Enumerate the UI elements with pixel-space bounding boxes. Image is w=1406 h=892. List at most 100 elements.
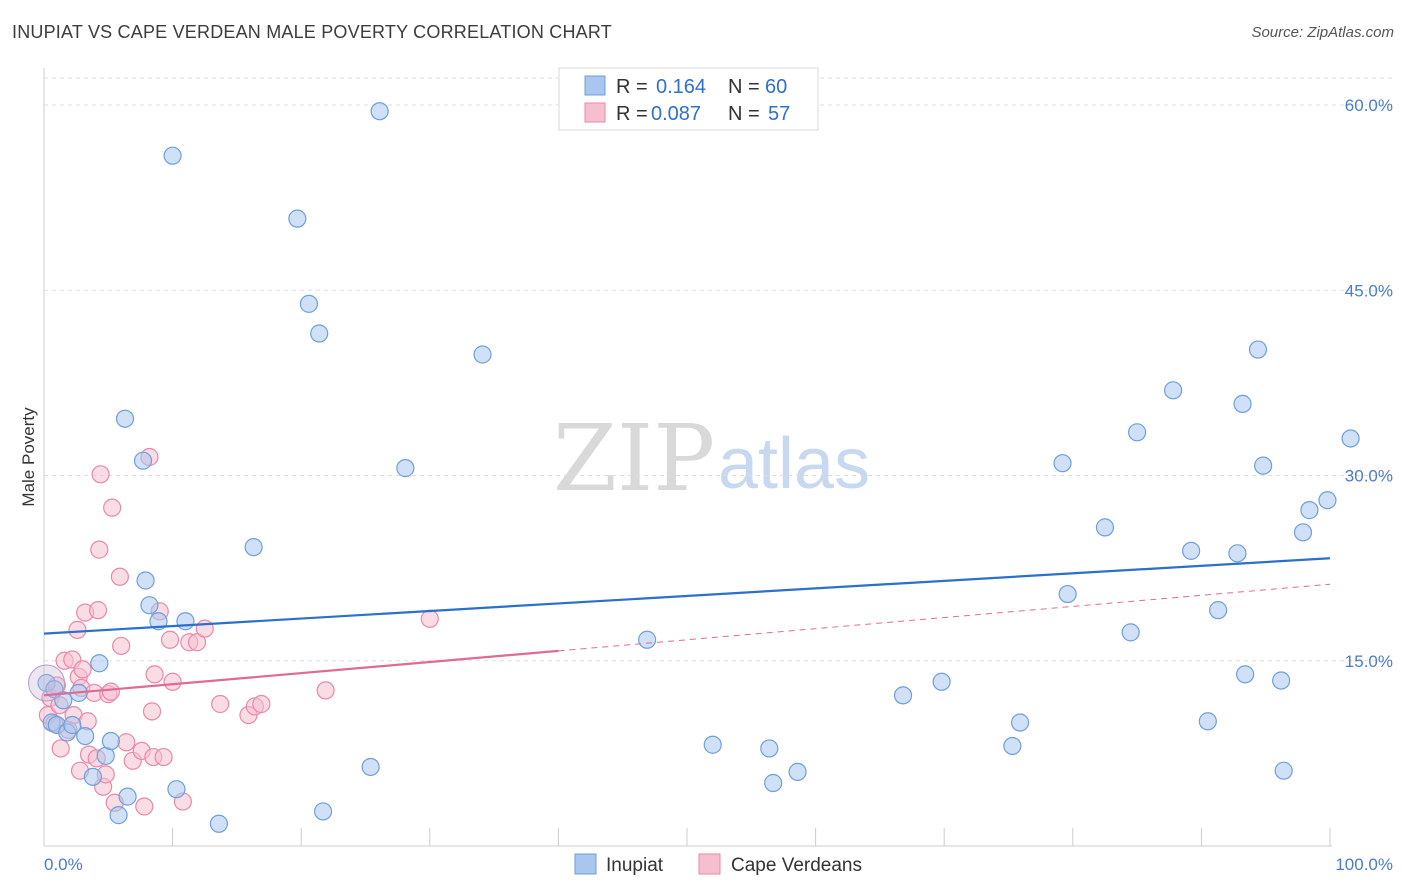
- cape-verdeans-point: [154, 747, 173, 767]
- inupiat-point: [83, 767, 102, 786]
- inupiat-point: [313, 802, 333, 821]
- cape-verdeans-point: [252, 694, 271, 714]
- legend-swatch-inupiat: [584, 75, 606, 96]
- cape-verdeans-point: [51, 739, 70, 758]
- bottom-legend-swatch-cape: [698, 853, 721, 875]
- cape-verdeans-point: [420, 609, 439, 628]
- legend-swatch-cape: [584, 102, 606, 123]
- inupiat-point: [473, 345, 492, 364]
- inupiat-point: [703, 735, 722, 754]
- legend-r-label-cape: R =: [616, 103, 648, 125]
- inupiat-point: [1274, 761, 1293, 780]
- cape-verdeans-point: [101, 682, 120, 701]
- inupiat-point: [1341, 429, 1360, 448]
- bottom-legend-swatch-inupiat: [574, 853, 597, 875]
- inupiat-point: [1272, 671, 1291, 690]
- inupiat-point: [101, 731, 120, 751]
- cape-verdeans-point: [316, 681, 335, 700]
- inupiat-point: [63, 715, 82, 735]
- legend-r-value-inupiat: 0.164: [656, 76, 706, 98]
- watermark-zip: ZIP: [553, 405, 715, 512]
- inupiat-trend-line: [43, 557, 1331, 635]
- inupiat-point: [1127, 423, 1147, 442]
- inupiat-point: [638, 630, 657, 649]
- inupiat-point: [1254, 456, 1273, 475]
- cape-verdeans-point: [91, 465, 110, 484]
- inupiat-point: [764, 773, 783, 793]
- inupiat-point: [1236, 665, 1255, 684]
- inupiat-point: [1300, 501, 1319, 520]
- inupiat-point: [788, 762, 807, 782]
- y-tick-label: 15.0%: [1345, 652, 1393, 671]
- inupiat-point: [1233, 394, 1252, 413]
- inupiat-point: [760, 739, 779, 758]
- inupiat-point: [288, 209, 307, 228]
- cape-trend-line-dashed: [558, 583, 1331, 652]
- cape-verdeans-point: [88, 601, 108, 620]
- legend-box: R = 0.164 N = 60 R = 0.087 N = 57: [558, 67, 819, 131]
- y-tick-label: 45.0%: [1345, 281, 1393, 300]
- inupiat-point: [1121, 623, 1140, 642]
- x-tick-label-max: 100.0%: [1335, 855, 1393, 874]
- inupiat-point: [176, 612, 195, 631]
- source-label: Source: ZipAtlas.com: [1251, 24, 1394, 41]
- inupiat-point: [1053, 454, 1072, 473]
- inupiat-point: [370, 102, 389, 121]
- y-tick-label: 30.0%: [1345, 467, 1393, 486]
- inupiat-point: [1209, 601, 1228, 620]
- legend-r-label-inupiat: R =: [616, 76, 648, 98]
- cape-verdeans-point: [117, 733, 136, 752]
- cape-verdeans-point: [195, 619, 214, 638]
- inupiat-point: [133, 451, 153, 470]
- inupiat-point: [109, 806, 128, 825]
- inupiat-point: [893, 686, 913, 705]
- watermark-atlas: atlas: [718, 424, 870, 504]
- cape-verdeans-point: [145, 665, 164, 684]
- inupiat-point: [1293, 523, 1313, 542]
- inupiat-point: [1198, 712, 1217, 731]
- inupiat-point: [149, 612, 168, 631]
- cape-verdeans-point: [103, 498, 122, 517]
- inupiat-point: [209, 814, 228, 833]
- inupiat-point: [1164, 381, 1183, 400]
- cape-verdeans-point: [112, 636, 131, 656]
- inupiat-point: [361, 757, 380, 777]
- inupiat-point: [136, 571, 155, 590]
- inupiat-point: [90, 654, 109, 673]
- legend-n-label-inupiat: N =: [728, 76, 760, 98]
- inupiat-point: [310, 324, 329, 343]
- trend-lines: [43, 557, 1331, 697]
- inupiat-point: [1228, 544, 1247, 563]
- cluster-bubble: [28, 664, 66, 702]
- inupiat-point: [1003, 736, 1022, 756]
- cape-verdeans-point: [211, 694, 230, 714]
- legend-n-label-cape: N =: [728, 103, 760, 125]
- cape-verdeans-point: [160, 630, 180, 649]
- inupiat-point: [1058, 584, 1077, 604]
- inupiat-point: [1095, 518, 1115, 537]
- inupiat-point: [76, 726, 95, 746]
- inupiat-point: [163, 146, 182, 165]
- cape-verdeans-point: [73, 660, 92, 679]
- inupiat-point: [1182, 541, 1201, 560]
- cape-trend-line-solid: [43, 649, 559, 697]
- y-axis-title: Male Poverty: [19, 407, 38, 507]
- inupiat-point: [118, 787, 137, 806]
- cape-verdeans-point: [142, 702, 162, 721]
- legend-n-value-inupiat: 60: [765, 76, 787, 98]
- x-tick-label-min: 0.0%: [44, 855, 83, 874]
- inupiat-point: [396, 459, 415, 478]
- cape-verdeans-point: [68, 620, 87, 639]
- legend-r-value-cape: 0.087: [651, 103, 701, 125]
- y-tick-label: 60.0%: [1345, 96, 1393, 115]
- bottom-legend-inupiat: Inupiat: [606, 855, 664, 876]
- inupiat-point: [1248, 340, 1268, 359]
- cape-verdeans-point: [135, 797, 154, 816]
- chart-title: INUPIAT VS CAPE VERDEAN MALE POVERTY COR…: [12, 22, 612, 42]
- cape-verdeans-point: [110, 567, 129, 586]
- x-ticks: [43, 828, 1331, 846]
- legend-n-value-cape: 57: [768, 103, 790, 125]
- cape-verdeans-point: [187, 633, 207, 652]
- inupiat-point: [167, 780, 186, 799]
